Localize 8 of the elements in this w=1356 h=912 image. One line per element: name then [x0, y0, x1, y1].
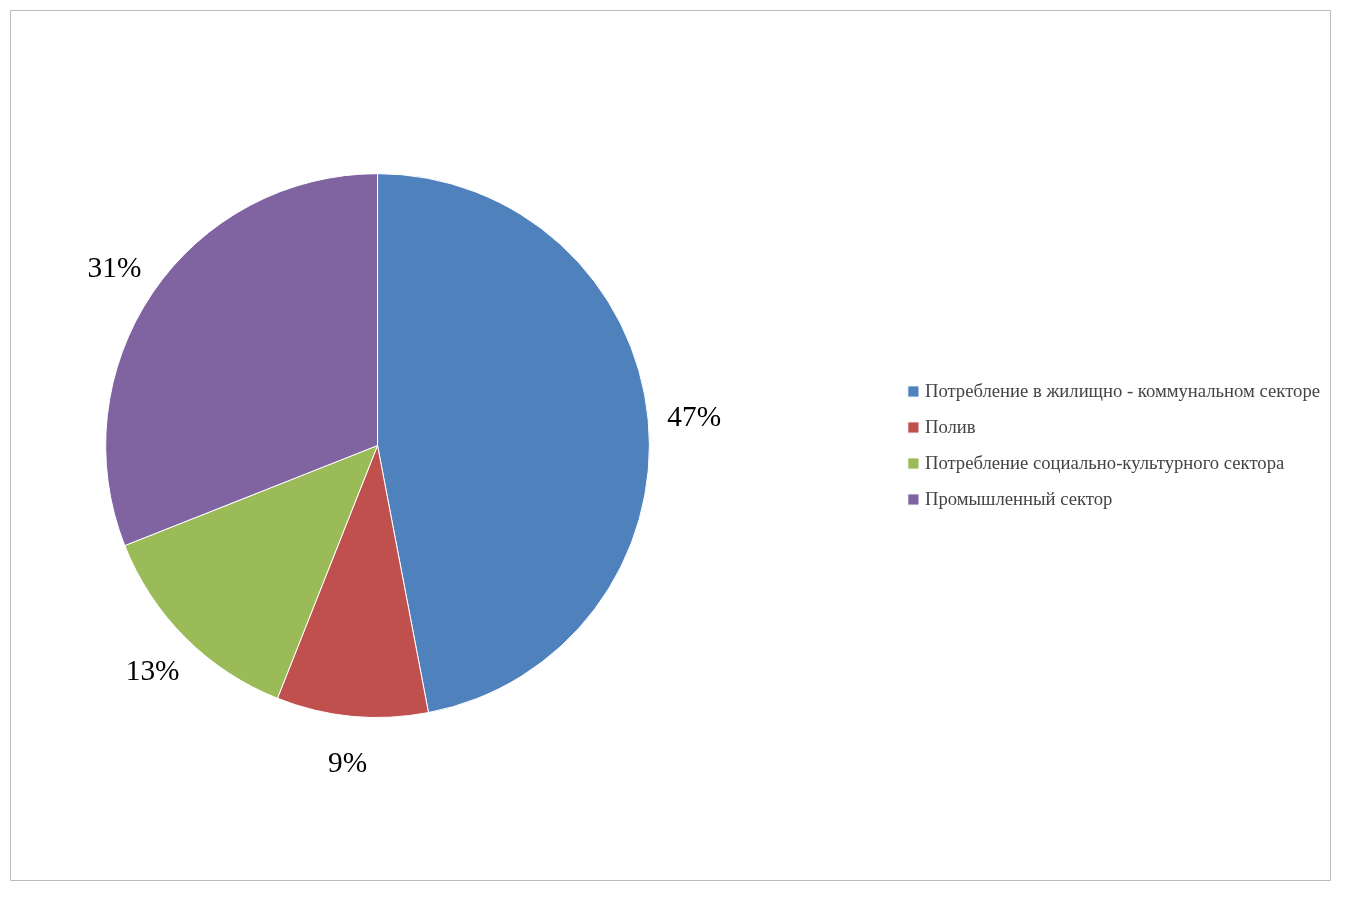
legend-label: Потребление в жилищно - коммунальном секторе [924, 380, 1320, 402]
data-label: 47% [667, 399, 722, 432]
data-label: 9% [328, 746, 368, 779]
data-label: 13% [125, 654, 180, 687]
legend-label: Потребление социально-культурного сектора [924, 452, 1285, 474]
legend-label: Полив [924, 416, 976, 438]
legend-label: Промышленный сектор [924, 488, 1113, 510]
data-label: 31% [87, 250, 142, 283]
